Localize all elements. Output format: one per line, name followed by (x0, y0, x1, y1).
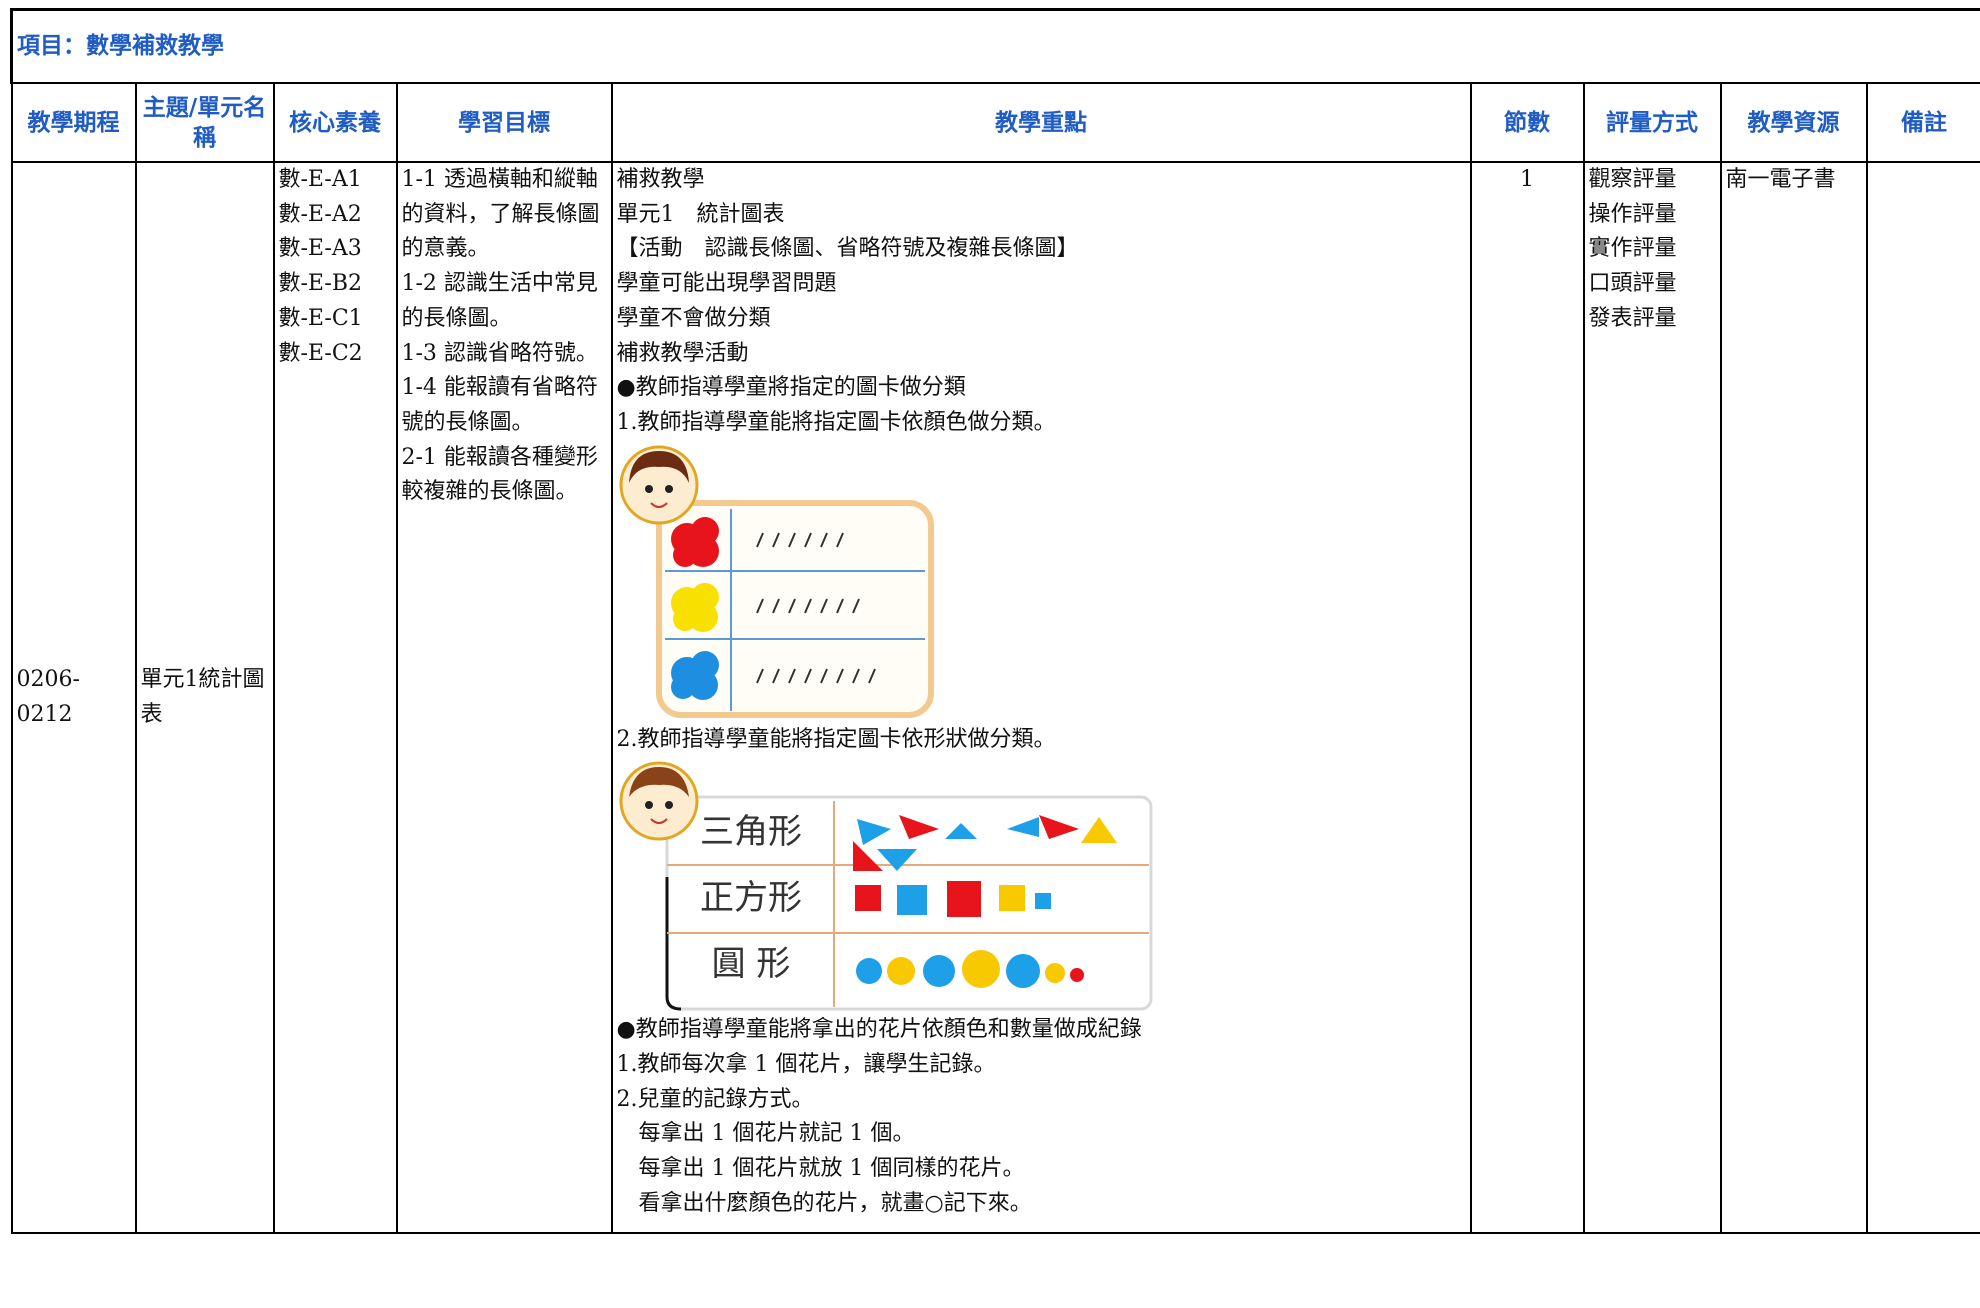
focus-line: ●教師指導學童將指定的圖卡做分類 (617, 371, 1466, 406)
column-header: 備註 (1867, 83, 1980, 162)
notes (1867, 162, 1980, 1233)
assessment-item: 實作評量 (1589, 232, 1716, 267)
assessment-item: 操作評量 (1589, 198, 1716, 233)
column-header: 主題/單元名稱 (136, 83, 274, 162)
resources: 南一電子書 (1721, 162, 1867, 1233)
column-header: 教學期程 (12, 83, 136, 162)
project-title: 項目：數學補救教學 (12, 10, 1980, 84)
focus-line: ●教師指導學童能將拿出的花片依顏色和數量做成紀錄 (617, 1013, 1466, 1048)
figure-label: 圓 形 (711, 944, 790, 984)
competency: 數-E-A2 (279, 198, 392, 233)
competency: 數-E-A3 (279, 232, 392, 267)
focus-line: 單元1 統計圖表 (617, 198, 1466, 233)
focus-line: 學童不會做分類 (617, 302, 1466, 337)
objective: 1-4 能報讀有省略符號的長條圖。 (402, 371, 607, 440)
plan-table: 項目：數學補救教學 教學期程主題/單元名稱核心素養學習目標教學重點節數評量方式教… (10, 8, 1980, 1234)
focus-line: 每拿出 1 個花片就記 1 個。 (617, 1117, 1466, 1152)
sessions: 1 (1471, 162, 1584, 1233)
focus-part2: 2.教師指導學童能將指定圖卡依形狀做分類。 (617, 723, 1466, 758)
column-header: 學習目標 (397, 83, 612, 162)
column-header: 教學資源 (1721, 83, 1867, 162)
assessment: 觀察評量操作評量實作評量口頭評量發表評量 (1584, 162, 1721, 1233)
competency: 數-E-A1 (279, 163, 392, 198)
focus-line: 1.教師每次拿 1 個花片，讓學生記錄。 (617, 1048, 1466, 1083)
competency: 數-E-C2 (279, 337, 392, 372)
column-header: 教學重點 (612, 83, 1471, 162)
column-header: 核心素養 (274, 83, 397, 162)
figure-label: 正方形 (700, 878, 802, 918)
focus-line: 每拿出 1 個花片就放 1 個同樣的花片。 (617, 1152, 1466, 1187)
focus-line: 補救教學活動 (617, 337, 1466, 372)
focus-line: 1.教師指導學童能將指定圖卡依顏色做分類。 (617, 406, 1466, 441)
focus-line: 2.教師指導學童能將指定圖卡依形狀做分類。 (617, 723, 1466, 758)
objective: 1-1 透過橫軸和縱軸的資料，了解長條圖的意義。 (402, 163, 607, 267)
focus-line: 補救教學 (617, 163, 1466, 198)
objective: 1-2 認識生活中常見的長條圖。 (402, 267, 607, 336)
focus-line: 看拿出什麼顏色的花片，就畫○記下來。 (617, 1187, 1466, 1222)
assessment-item: 發表評量 (1589, 302, 1716, 337)
competency: 數-E-C1 (279, 302, 392, 337)
assessment-item: 口頭評量 (1589, 267, 1716, 302)
focus-line: 2.兒童的記錄方式。 (617, 1083, 1466, 1118)
focus-part1: 補救教學單元1 統計圖表【活動 認識長條圖、省略符號及複雜長條圖】學童可能出現學… (617, 163, 1466, 441)
column-header: 評量方式 (1584, 83, 1721, 162)
objective: 2-1 能報讀各種變形較複雜的長條圖。 (402, 441, 607, 510)
competency: 數-E-B2 (279, 267, 392, 302)
focus-line: 【活動 認識長條圖、省略符號及複雜長條圖】 (617, 232, 1466, 267)
column-header: 節數 (1471, 83, 1584, 162)
color-sort-figure (619, 441, 939, 723)
period: 0206-0212 (12, 162, 136, 1233)
objectives: 1-1 透過橫軸和縱軸的資料，了解長條圖的意義。1-2 認識生活中常見的長條圖。… (397, 162, 612, 1233)
objective: 1-3 認識省略符號。 (402, 337, 607, 372)
teaching-focus: 補救教學單元1 統計圖表【活動 認識長條圖、省略符號及複雜長條圖】學童可能出現學… (612, 162, 1471, 1233)
figure-label: 三角形 (700, 812, 802, 852)
unit: 單元1統計圖表 (136, 162, 274, 1233)
lesson-plan: 項目：數學補救教學 教學期程主題/單元名稱核心素養學習目標教學重點節數評量方式教… (10, 8, 1980, 1308)
focus-line: 學童可能出現學習問題 (617, 267, 1466, 302)
assessment-item: 觀察評量 (1589, 163, 1716, 198)
page: 項目：數學補救教學 教學期程主題/單元名稱核心素養學習目標教學重點節數評量方式教… (0, 0, 1980, 1229)
